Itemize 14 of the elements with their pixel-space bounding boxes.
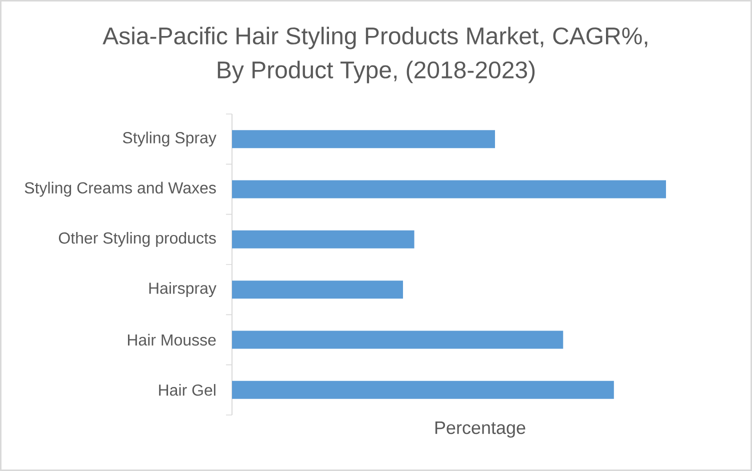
bar xyxy=(232,330,564,349)
x-axis-title: Percentage xyxy=(435,422,526,438)
bar xyxy=(232,130,495,148)
y-tick-label: Other Styling products xyxy=(58,232,216,247)
bar xyxy=(232,380,614,399)
y-tick-label: Hair Mousse xyxy=(128,334,216,346)
y-tick-label: Hairspray xyxy=(149,282,216,298)
y-tick-label: Styling Spray xyxy=(122,132,216,147)
bar xyxy=(232,280,403,299)
y-tick-label: Hair Gel xyxy=(159,384,216,396)
bar xyxy=(232,180,666,198)
y-tick-label: Styling Creams and Waxes xyxy=(24,182,216,197)
bar xyxy=(232,230,414,248)
chart-title: Asia-Pacific Hair Styling Products Market, CAGR%, By Product Type, (2018-2023) xyxy=(102,26,648,84)
